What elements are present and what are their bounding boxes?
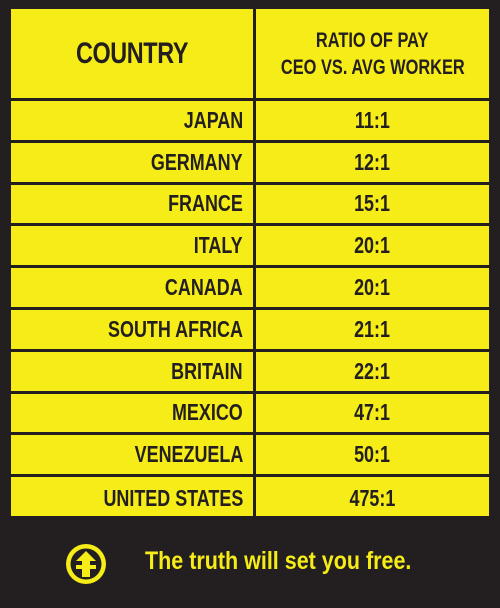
cell-country: ITALY [11,226,243,265]
table-row: MEXICO 47:1 [11,394,489,436]
table-row: BRITAIN 22:1 [11,352,489,394]
ratio-value: 11:1 [355,106,390,133]
ratio-value: 21:1 [354,315,391,342]
country-label: ITALY [194,232,243,259]
table-body: JAPAN 11:1 GERMANY 12:1 FRANCE 15:1 ITALY 20:1 C… [11,101,489,519]
table-row: ITALY 20:1 [11,226,489,269]
cell-ratio: 15:1 [256,185,489,224]
country-label: CANADA [165,274,243,301]
shield-arrow-icon [66,544,106,584]
country-label: JAPAN [183,106,243,133]
ratio-value: 15:1 [354,190,391,217]
cell-ratio: 475:1 [256,477,489,519]
table-row: FRANCE 15:1 [11,185,489,227]
cell-ratio: 12:1 [256,143,489,182]
cell-country: MEXICO [11,394,243,433]
country-label: GERMANY [151,148,243,175]
table-row: GERMANY 12:1 [11,143,489,185]
cell-country: SOUTH AFRICA [11,310,243,349]
table-row: JAPAN 11:1 [11,101,489,143]
ratio-value: 12:1 [354,148,391,175]
cell-country: GERMANY [11,143,243,182]
ratio-value: 20:1 [354,274,391,301]
column-header-ratio-line2: CEO VS. AVG WORKER [280,55,465,79]
cell-country: JAPAN [11,101,243,140]
column-divider [253,9,256,516]
cell-ratio: 21:1 [256,310,489,349]
column-header-ratio: RATIO OF PAY CEO VS. AVG WORKER [256,9,489,98]
cell-country: CANADA [11,268,243,307]
ratio-value: 475:1 [349,484,396,511]
country-label: VENEZUELA [134,441,243,468]
cell-ratio: 50:1 [256,435,489,474]
country-label: FRANCE [168,190,243,217]
pay-ratio-table: COUNTRY RATIO OF PAY CEO VS. AVG WORKER … [8,6,492,519]
cell-ratio: 47:1 [256,394,489,433]
table-row: VENEZUELA 50:1 [11,435,489,478]
cell-country: UNITED STATES [11,477,243,519]
ratio-value: 20:1 [354,232,391,259]
cell-ratio: 22:1 [256,352,489,391]
country-label: MEXICO [172,399,243,426]
cell-ratio: 20:1 [256,226,489,265]
footer-tagline: The truth will set you free. [145,547,412,575]
table-row: SOUTH AFRICA 21:1 [11,310,489,352]
column-header-country: COUNTRY [75,36,189,70]
country-label: BRITAIN [171,357,243,384]
column-header-ratio-line1: RATIO OF PAY [316,28,429,52]
ratio-value: 22:1 [354,357,391,384]
footer: The truth will set you free. [0,519,500,608]
cell-ratio: 11:1 [256,101,489,140]
table-row: UNITED STATES 475:1 [11,477,489,519]
table-header: COUNTRY RATIO OF PAY CEO VS. AVG WORKER [11,9,489,101]
country-label: UNITED STATES [103,484,243,511]
cell-ratio: 20:1 [256,268,489,307]
cell-country: FRANCE [11,185,243,224]
country-label: SOUTH AFRICA [108,315,243,342]
cell-country: BRITAIN [11,352,243,391]
table-row: CANADA 20:1 [11,268,489,310]
cell-country: VENEZUELA [11,435,243,474]
ratio-value: 47:1 [354,399,391,426]
ratio-value: 50:1 [354,441,391,468]
